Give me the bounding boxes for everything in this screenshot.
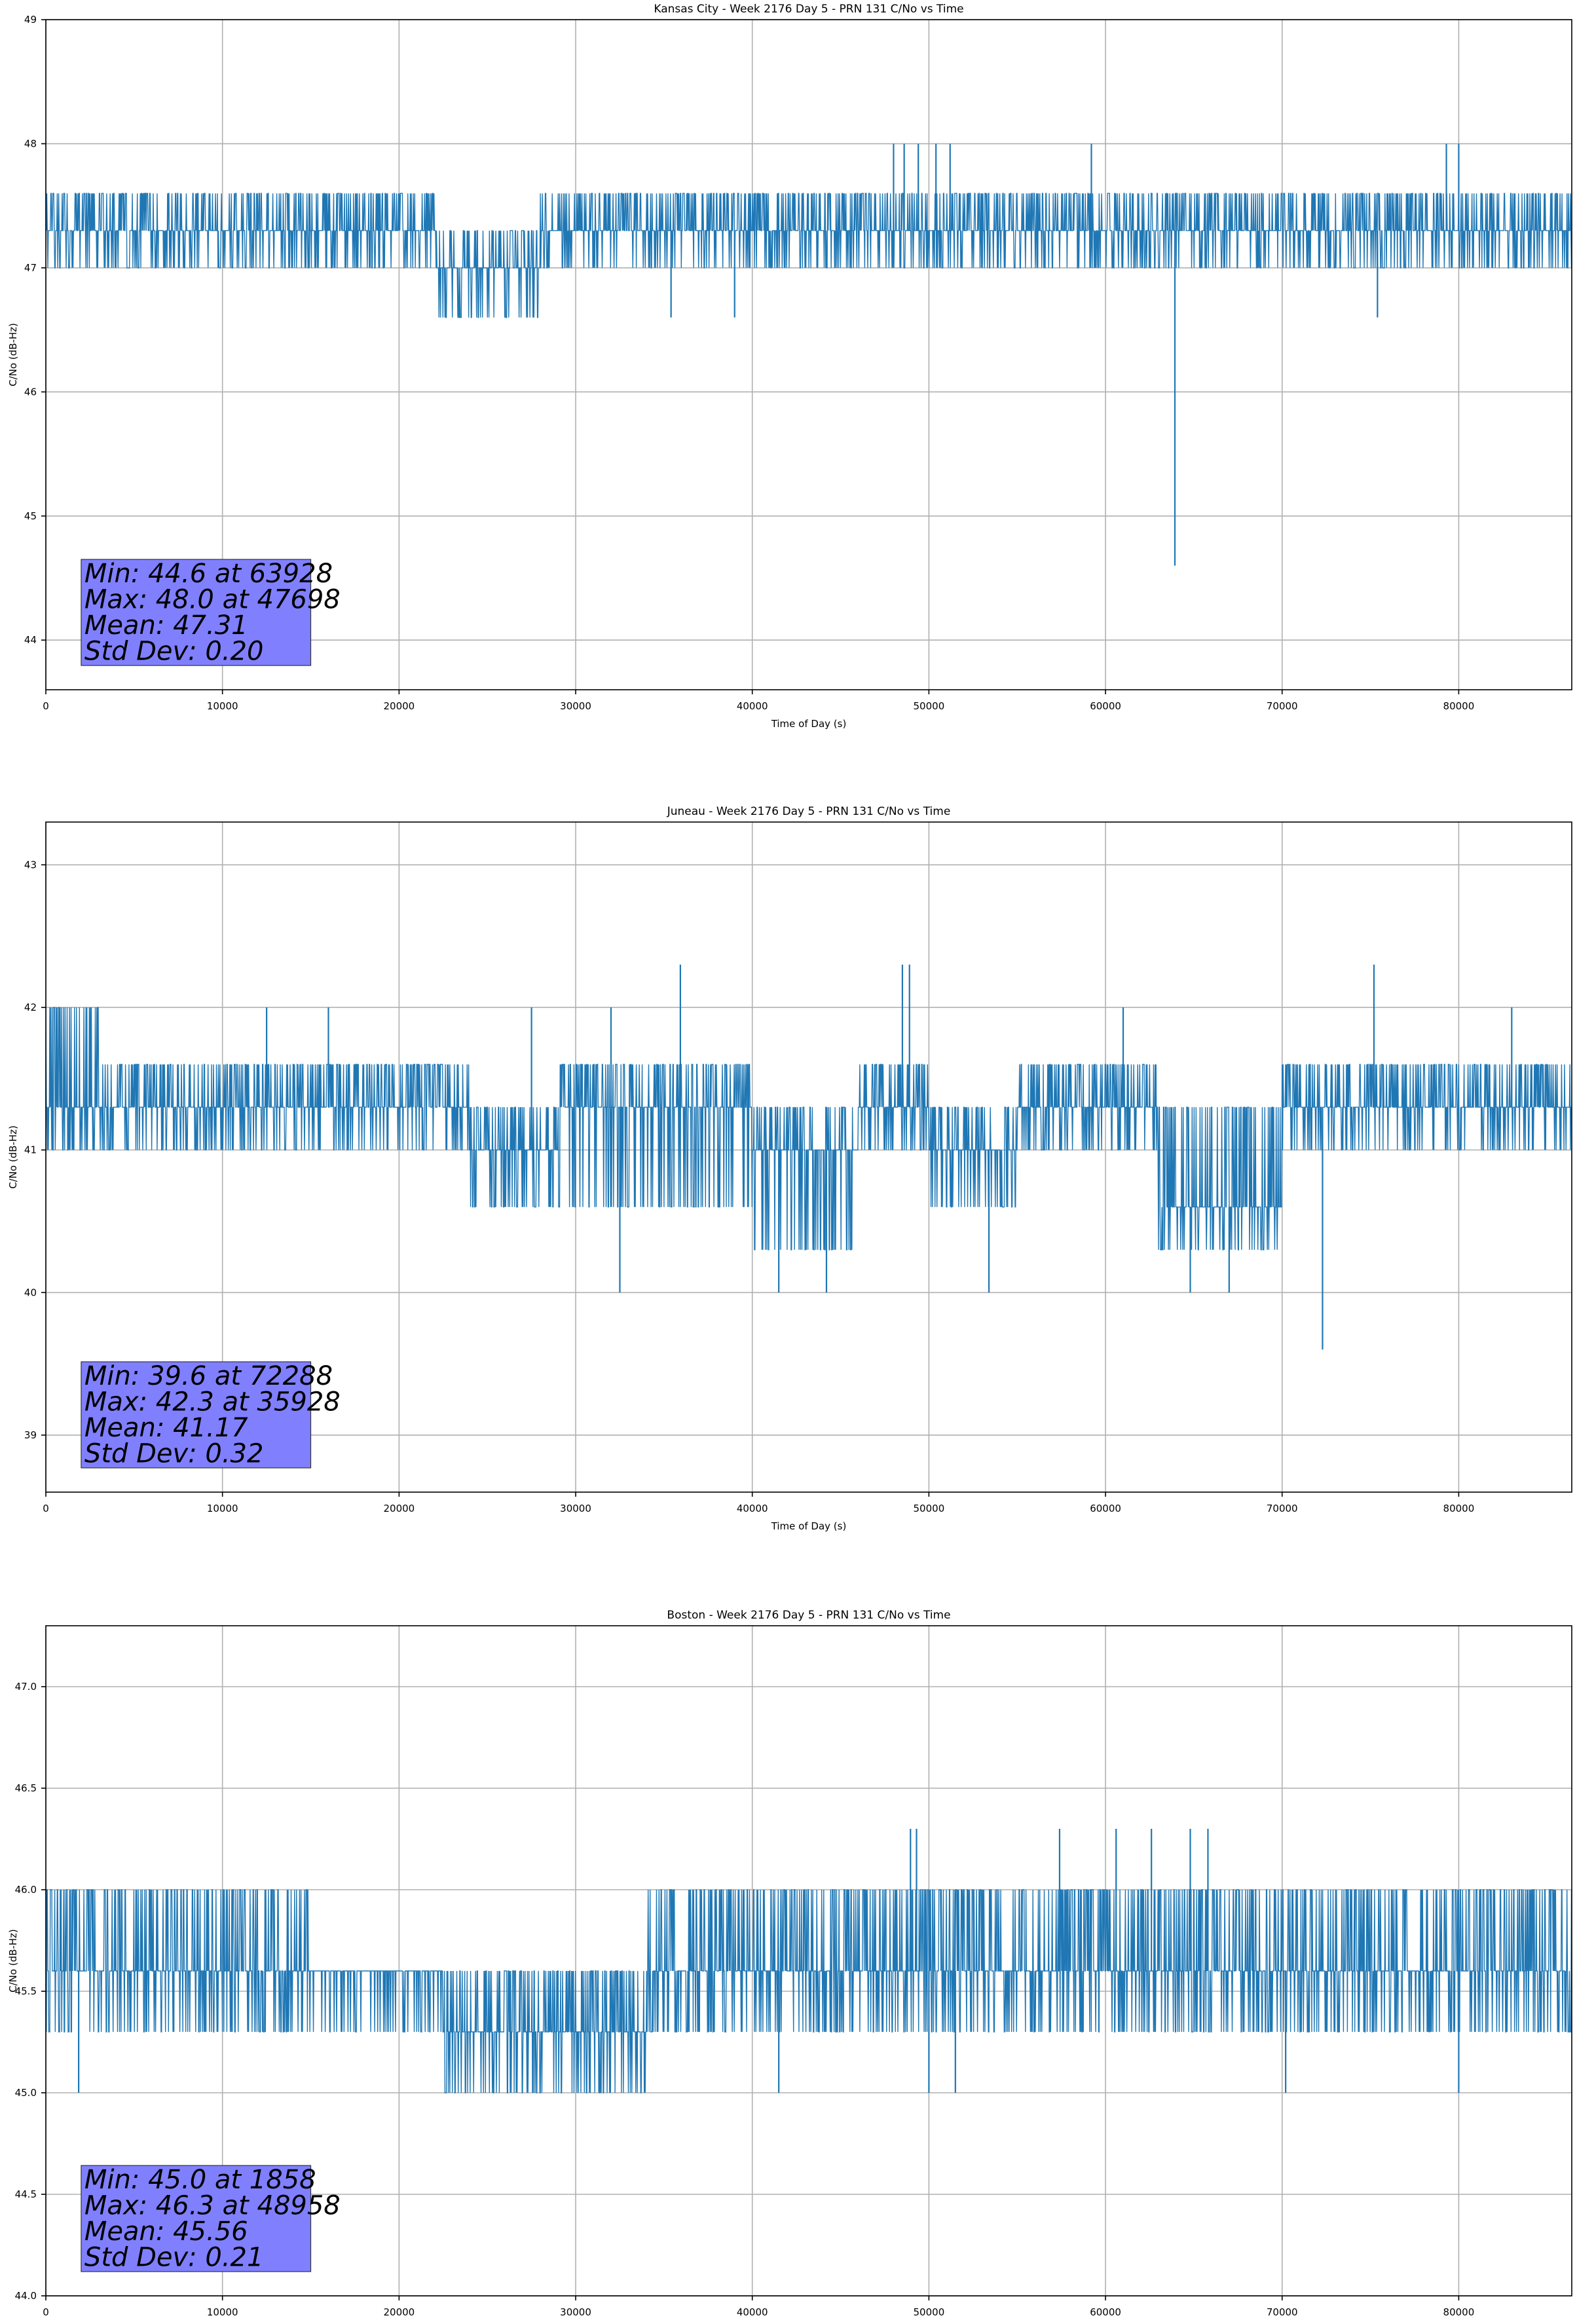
stats-mean-text: Mean: 47.31 — [84, 610, 248, 641]
chart-panel: 0 10000 20000 30000 40000 50000 60000 70000 8000… — [7, 1609, 1572, 2318]
y-tick-label: 46.5 — [15, 1782, 37, 1794]
stats-box — [81, 2165, 312, 2272]
x-tick-label: 10000 — [207, 1503, 238, 1514]
stats-mean-text: Mean: 41.17 — [84, 1413, 248, 1443]
y-axis-label: C/No (dB-Hz) — [7, 323, 19, 386]
x-tick-label: 40000 — [737, 700, 768, 712]
y-tick-label: 48 — [24, 138, 37, 149]
y-tick-label: 40 — [24, 1286, 37, 1298]
y-axis-label: C/No (dB-Hz) — [7, 1929, 19, 1993]
stats-mean-text: Mean: 45.56 — [84, 2217, 248, 2247]
x-tick-label: 10000 — [207, 700, 238, 712]
stats-std-text: Std Dev: 0.21 — [84, 2243, 264, 2273]
chart-panel: 0 10000 20000 30000 40000 50000 60000 70000 8000… — [7, 3, 1572, 730]
y-tick-label: 42 — [24, 1002, 37, 1013]
y-tick-label: 44.0 — [15, 2290, 37, 2302]
stats-max-text: Max: 46.3 at 48958 — [84, 2191, 341, 2221]
x-tick-label: 30000 — [560, 2306, 591, 2318]
y-tick-label: 49 — [24, 14, 37, 26]
x-tick-label: 70000 — [1267, 2306, 1298, 2318]
y-axis-label: C/No (dB-Hz) — [7, 1125, 19, 1189]
x-tick-label: 60000 — [1090, 2306, 1121, 2318]
y-tick-label: 47 — [24, 262, 37, 274]
x-tick-label: 30000 — [560, 1503, 591, 1514]
x-tick-label: 60000 — [1090, 700, 1121, 712]
y-tick-label: 39 — [24, 1429, 37, 1441]
x-tick-label: 40000 — [737, 2306, 768, 2318]
x-tick-label: 50000 — [914, 2306, 945, 2318]
x-tick-label: 20000 — [383, 1503, 415, 1514]
x-tick-label: 80000 — [1443, 2306, 1475, 2318]
stats-min-text: Min: 45.0 at 1858 — [84, 2165, 316, 2195]
x-tick-label: 0 — [43, 2306, 49, 2318]
y-tick-label: 47.0 — [15, 1681, 37, 1693]
x-tick-label: 50000 — [914, 1503, 945, 1514]
chart-title: Kansas City - Week 2176 Day 5 - PRN 131 … — [654, 3, 963, 16]
x-axis-label: Time of Day (s) — [771, 1520, 847, 1532]
chart-title: Juneau - Week 2176 Day 5 - PRN 131 C/No … — [667, 805, 951, 818]
y-tick-label: 46.0 — [15, 1884, 37, 1896]
x-tick-label: 70000 — [1267, 1503, 1298, 1514]
chart-panel: 0 10000 20000 30000 40000 50000 60000 70000 8000… — [7, 805, 1572, 1532]
x-tick-label: 20000 — [383, 700, 415, 712]
x-tick-label: 0 — [43, 700, 49, 712]
x-tick-label: 70000 — [1267, 700, 1298, 712]
y-tick-label: 46 — [24, 386, 37, 398]
x-tick-label: 10000 — [207, 2306, 238, 2318]
x-axis-label: Time of Day (s) — [771, 718, 847, 730]
series-line — [46, 1889, 1572, 2093]
y-tick-label: 43 — [24, 859, 37, 871]
y-tick-label: 45.0 — [15, 2087, 37, 2099]
stats-min-text: Min: 44.6 at 63928 — [84, 559, 333, 589]
x-tick-label: 50000 — [914, 700, 945, 712]
x-tick-label: 20000 — [383, 2306, 415, 2318]
y-tick-label: 45.5 — [15, 1985, 37, 1997]
axes-frame — [45, 821, 1572, 1493]
stats-min-text: Min: 39.6 at 72288 — [84, 1361, 333, 1391]
axes-frame — [45, 1625, 1572, 2296]
chart-title: Boston - Week 2176 Day 5 - PRN 131 C/No … — [667, 1609, 950, 1622]
axes-frame — [45, 19, 1572, 690]
y-tick-label: 44 — [24, 634, 37, 646]
y-tick-label: 44.5 — [15, 2188, 37, 2200]
x-tick-label: 60000 — [1090, 1503, 1121, 1514]
stats-std-text: Std Dev: 0.20 — [84, 637, 264, 667]
stats-std-text: Std Dev: 0.32 — [84, 1439, 264, 1469]
stats-box — [81, 559, 312, 666]
stats-max-text: Max: 42.3 at 35928 — [84, 1387, 341, 1417]
y-tick-label: 45 — [24, 510, 37, 522]
x-tick-label: 80000 — [1443, 700, 1475, 712]
stats-max-text: Max: 48.0 at 47698 — [84, 585, 341, 615]
x-tick-label: 40000 — [737, 1503, 768, 1514]
stats-box — [81, 1361, 312, 1469]
x-tick-label: 0 — [43, 1503, 49, 1514]
x-tick-label: 30000 — [560, 700, 591, 712]
series-line — [46, 1007, 1572, 1250]
y-tick-label: 41 — [24, 1144, 37, 1156]
x-tick-label: 80000 — [1443, 1503, 1475, 1514]
series-line — [46, 193, 1572, 318]
